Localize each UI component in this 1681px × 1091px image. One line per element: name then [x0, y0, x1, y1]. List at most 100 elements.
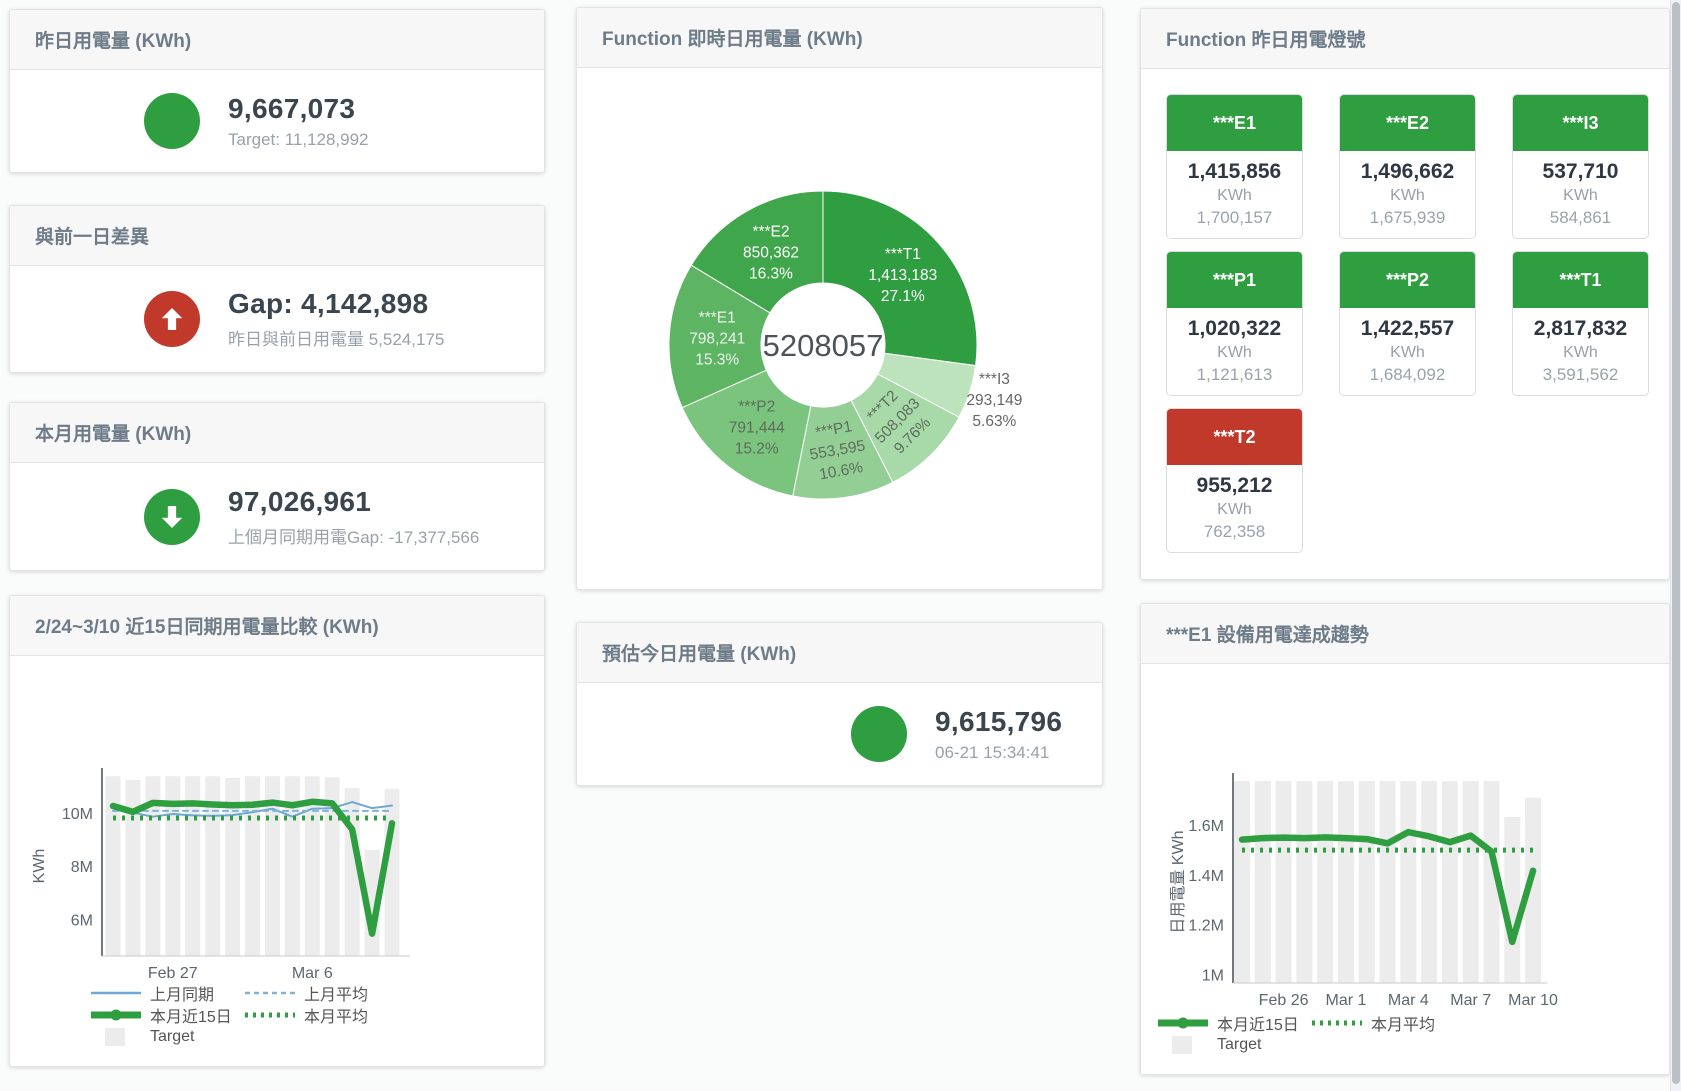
target-bar [1358, 781, 1375, 983]
donut-slice-label: ***I3 293,149 5.63% [966, 371, 1022, 430]
card-e1-trend-chart: ***E1 設備用電達成趨勢 1M 1.2M 1.4M 1.6M Feb 26 Mar 1… [1140, 603, 1670, 1075]
yesterday-value: 9,667,073 [228, 92, 356, 124]
light-tile-T1: ***T1 2,817,832 KWh 3,591,562 [1512, 251, 1649, 396]
svg-text:850,362: 850,362 [743, 245, 799, 262]
realtime-donut-body: ***T1 1,413,183 27.1% ***I3 293,149 5.63% ***T… [577, 68, 1102, 589]
target-bar [165, 776, 181, 956]
tile-value: 537,710 [1542, 160, 1619, 183]
donut-center-total: 5208057 [763, 328, 884, 363]
tile-unit: KWh [1390, 344, 1425, 361]
card-month-title: 本月用電量 (KWh) [35, 424, 192, 445]
target-bar [1400, 781, 1417, 983]
light-tile-I3: ***I3 537,710 KWh 584,861 [1512, 94, 1649, 239]
svg-text:16.3%: 16.3% [749, 266, 793, 283]
yesterday-stat: 9,667,073 Target: 11,128,992 [10, 70, 544, 172]
y-tick-label: 10M [62, 806, 93, 823]
x-tick-label: Mar 7 [1450, 992, 1491, 1009]
y-tick-label: 1.4M [1188, 868, 1224, 885]
donut-slice-E2[interactable] [690, 190, 824, 314]
target-bar [344, 787, 360, 956]
tile-unit: KWh [1217, 187, 1252, 204]
y-tick-label: 1M [1202, 968, 1224, 985]
legend-label: 本月近15日 [150, 1009, 232, 1026]
legend-label: 上月同期 [150, 987, 215, 1004]
donut-slice-T1[interactable] [822, 190, 978, 367]
target-bar [1462, 781, 1479, 983]
card-day-gap-title: 與前一日差異 [35, 227, 150, 248]
tile-value: 1,415,856 [1187, 160, 1282, 183]
target-bar [145, 776, 161, 956]
legend-label: 本月近15日 [1217, 1017, 1299, 1034]
tile-label: ***P2 [1340, 252, 1475, 308]
tile-target-value: 1,675,939 [1369, 208, 1446, 227]
legend-item-本月平均[interactable]: 本月平均 [1310, 1011, 1464, 1035]
tile-unit: KWh [1217, 344, 1252, 361]
legend-swatch-icon [1172, 1036, 1192, 1054]
scrollbar-thumb[interactable] [1672, 2, 1680, 1084]
tile-target-value: 1,700,157 [1196, 208, 1273, 227]
card-day-gap: 與前一日差異 Gap: 4,142,898 昨日與前日用電量 5,524,175 [9, 205, 545, 373]
e1-trend-title: ***E1 設備用電達成趨勢 [1166, 625, 1369, 646]
target-bar [384, 788, 400, 956]
target-bar [264, 776, 280, 956]
tile-value: 1,020,322 [1187, 317, 1282, 340]
legend-item-本月近15日[interactable]: 本月近15日 [1156, 1011, 1310, 1035]
today-estimate-stat: 9,615,796 06-21 15:34:41 [577, 683, 1102, 785]
legend-item-Target[interactable]: Target [1156, 1036, 1310, 1054]
series-line-本月近15日 [109, 798, 396, 937]
x-tick-label: Mar 4 [1388, 992, 1429, 1009]
y-tick-label: 8M [71, 859, 93, 876]
target-bar [324, 777, 340, 956]
target-bar [185, 776, 201, 956]
svg-text:791,444: 791,444 [729, 420, 785, 437]
month-stat: 97,026,961 上個月同期用電Gap: -17,377,566 [10, 463, 544, 570]
legend-item-Target[interactable]: Target [89, 1028, 243, 1046]
svg-text:27.1%: 27.1% [881, 288, 925, 305]
card-realtime-donut: Function 即時日用電量 (KWh) ***T1 1,413,183 27.1… [576, 7, 1103, 590]
legend-label: 上月平均 [304, 987, 369, 1004]
e1-trend-chart-body: 1M 1.2M 1.4M 1.6M Feb 26 Mar 1 Mar 4 Mar 7 Mar 1… [1141, 664, 1669, 1074]
y-tick-label: 1.2M [1188, 918, 1224, 935]
compare-chart-title: 2/24~3/10 近15日同期用電量比較 (KWh) [35, 617, 379, 638]
arrow-up-icon [161, 308, 183, 330]
legend-swatch-icon [105, 1028, 125, 1046]
svg-text:15.3%: 15.3% [695, 351, 739, 368]
tile-label: ***T2 [1167, 409, 1302, 465]
y-tick-label: 6M [71, 912, 93, 929]
legend-item-本月近15日[interactable]: 本月近15日 [89, 1003, 243, 1027]
tile-unit: KWh [1390, 187, 1425, 204]
donut-slice-P2[interactable] [681, 369, 812, 497]
lights-title: Function 昨日用電燈號 [1166, 30, 1366, 51]
light-tile-P2: ***P2 1,422,557 KWh 1,684,092 [1339, 251, 1476, 396]
today-estimate-value: 9,615,796 [935, 705, 1063, 737]
compare-chart-legend: 上月同期 上月平均本月近15日 本月平均 Target [89, 982, 397, 1048]
realtime-donut-chart: ***T1 1,413,183 27.1% ***I3 293,149 5.63% ***T… [668, 190, 1022, 500]
donut-slice-label: ***E1 798,241 15.3% [689, 309, 745, 368]
light-tile-E1: ***E1 1,415,856 KWh 1,700,157 [1166, 94, 1303, 239]
tile-target-value: 1,121,613 [1196, 365, 1273, 384]
month-value: 97,026,961 [228, 485, 372, 517]
card-yesterday-title: 昨日用電量 (KWh) [35, 31, 192, 52]
target-bar [1296, 781, 1313, 983]
legend-swatch-icon [245, 1012, 295, 1018]
legend-item-上月平均[interactable]: 上月平均 [243, 981, 397, 1005]
tile-value: 1,496,662 [1360, 160, 1455, 183]
tile-label: ***I3 [1513, 95, 1648, 151]
today-estimate-title: 預估今日用電量 (KWh) [602, 644, 797, 665]
today-estimate-timestamp: 06-21 15:34:41 [935, 742, 1050, 762]
day-gap-value: Gap: 4,142,898 [228, 288, 429, 319]
day-gap-sub: 昨日與前日用電量 5,524,175 [228, 330, 445, 349]
svg-text:15.2%: 15.2% [735, 441, 779, 458]
legend-item-上月同期[interactable]: 上月同期 [89, 981, 243, 1005]
scrollbar[interactable] [1670, 0, 1681, 1091]
donut-slice-E1[interactable] [668, 264, 771, 409]
e1-trend-chart-svg: 1M 1.2M 1.4M 1.6M Feb 26 Mar 1 Mar 4 Mar 7 Mar 1… [1170, 773, 1558, 1009]
tile-target-value: 3,591,562 [1542, 365, 1619, 384]
compare-chart-body: 6M 8M 10M Feb 27 Mar 6 KWh 上月同期 上月平均 本月近15日 本月平均 T… [10, 656, 544, 1066]
legend-item-本月平均[interactable]: 本月平均 [243, 1003, 397, 1027]
card-compare-chart: 2/24~3/10 近15日同期用電量比較 (KWh) 6M 8M 10M Feb 2… [9, 595, 545, 1067]
target-bar [1317, 781, 1334, 983]
donut-slice-label: ***E2 850,362 16.3% [743, 224, 799, 283]
legend-label: 本月平均 [304, 1009, 369, 1026]
donut-slice-label: ***T1 1,413,183 27.1% [868, 246, 937, 305]
